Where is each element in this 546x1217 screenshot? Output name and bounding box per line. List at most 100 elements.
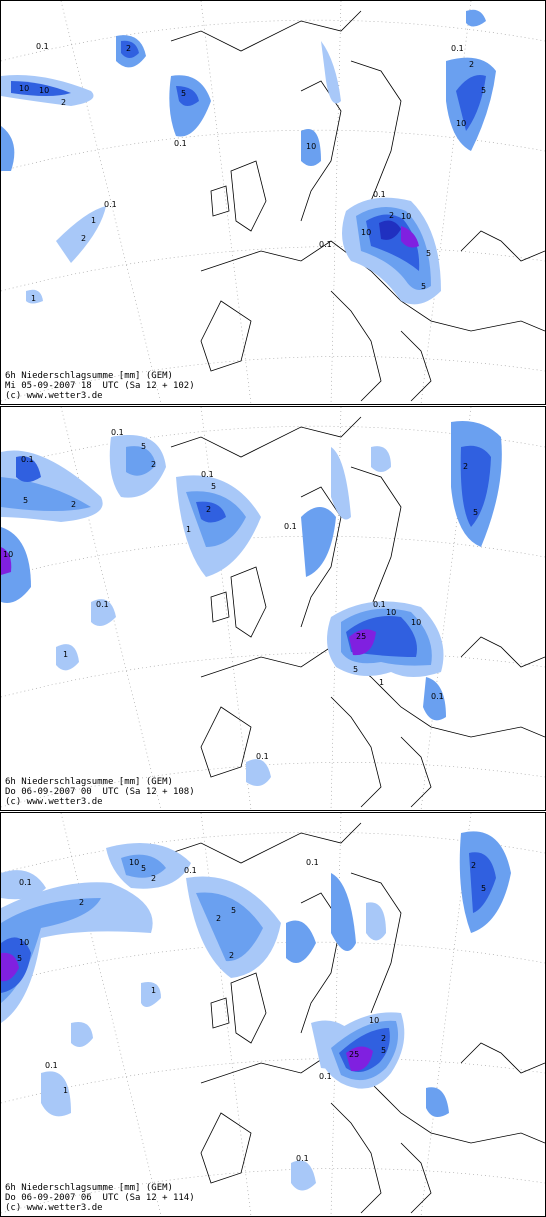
map-caption: 6h Niederschlagsumme [mm] (GEM) Mi 05-09…	[5, 371, 195, 401]
contour-label: 10	[39, 86, 49, 95]
contour-label: 0.1	[373, 600, 386, 609]
contour-label: 5	[473, 508, 478, 517]
contour-label: 10	[129, 858, 139, 867]
contour-label: 25	[349, 1050, 359, 1059]
coastlines	[170, 10, 545, 402]
contour-label: 2	[126, 44, 131, 53]
contour-label: 5	[141, 442, 146, 451]
contour-label: 0.1	[451, 44, 464, 53]
contour-label: 5	[421, 282, 426, 291]
contour-label: 10	[369, 1016, 379, 1025]
lat-lon-grid	[1, 813, 545, 1216]
contour-labels: 0.1 2 10 10 2 5 0.1 10 0.1 2 5 10 0.1 2 …	[19, 42, 486, 303]
contour-label: 10	[386, 608, 396, 617]
contour-label: 0.1	[174, 139, 187, 148]
contour-label: 5	[481, 884, 486, 893]
contour-label: 10	[306, 142, 316, 151]
contour-label: 0.1	[319, 1072, 332, 1081]
contour-label: 0.1	[319, 240, 332, 249]
contour-label: 10	[411, 618, 421, 627]
contour-label: 1	[31, 294, 36, 303]
valid-time: Mi 05-09-2007 18 UTC (Sa 12 + 102)	[5, 381, 195, 391]
contour-label: 0.1	[21, 455, 34, 464]
contour-label: 2	[151, 874, 156, 883]
precipitation-map-2: 0.1 5 2 10 0.1 5 2 0.1 1 5 2 0.1 2 5 0.1…	[1, 407, 545, 810]
contour-label: 5	[23, 496, 28, 505]
contour-label: 1	[186, 525, 191, 534]
contour-label: 2	[216, 914, 221, 923]
contour-label: 0.1	[284, 522, 297, 531]
contour-label: 2	[471, 861, 476, 870]
contour-label: 2	[229, 951, 234, 960]
contour-label: 1	[63, 1086, 68, 1095]
contour-label: 0.1	[36, 42, 49, 51]
contour-label: 0.1	[45, 1061, 58, 1070]
contour-label: 10	[401, 212, 411, 221]
contour-label: 1	[151, 986, 156, 995]
contour-label: 5	[231, 906, 236, 915]
contour-label: 2	[469, 60, 474, 69]
contour-label: 25	[356, 632, 366, 641]
map-title: 6h Niederschlagsumme [mm] (GEM)	[5, 777, 173, 787]
contour-label: 5	[141, 864, 146, 873]
copyright: (c) www.wetter3.de	[5, 391, 103, 401]
contour-label: 0.1	[431, 692, 444, 701]
contour-labels: 0.1 10 2 5 10 5 2 0.1 5 2 2 5 2 0.1 2 1 0…	[17, 858, 486, 1163]
contour-label: 0.1	[96, 600, 109, 609]
contour-label: 2	[381, 1034, 386, 1043]
contour-label: 2	[81, 234, 86, 243]
contour-label: 10	[19, 84, 29, 93]
contour-labels: 0.1 5 2 10 0.1 5 2 0.1 1 5 2 0.1 2 5 0.1…	[3, 428, 478, 761]
valid-time: Do 06-09-2007 00 UTC (Sa 12 + 108)	[5, 787, 195, 797]
copyright: (c) www.wetter3.de	[5, 797, 103, 807]
contour-label: 0.1	[19, 878, 32, 887]
contour-label: 2	[463, 462, 468, 471]
forecast-panel-1: 0.1 2 10 10 2 5 0.1 10 0.1 2 5 10 0.1 2 …	[0, 0, 546, 405]
contour-label: 5	[181, 89, 186, 98]
contour-label: 2	[389, 211, 394, 220]
contour-label: 1	[379, 678, 384, 687]
precip-areas	[1, 831, 511, 1191]
contour-label: 1	[63, 650, 68, 659]
contour-label: 1	[91, 216, 96, 225]
coastlines	[170, 416, 545, 808]
contour-label: 5	[381, 1046, 386, 1055]
contour-label: 5	[17, 954, 22, 963]
contour-label: 0.1	[256, 752, 269, 761]
contour-label: 0.1	[104, 200, 117, 209]
coastlines	[170, 822, 545, 1214]
valid-time: Do 06-09-2007 06 UTC (Sa 12 + 114)	[5, 1193, 195, 1203]
contour-label: 2	[151, 460, 156, 469]
contour-label: 5	[353, 665, 358, 674]
contour-label: 0.1	[111, 428, 124, 437]
contour-label: 2	[71, 500, 76, 509]
contour-label: 10	[456, 119, 466, 128]
contour-label: 0.1	[184, 866, 197, 875]
contour-label: 0.1	[373, 190, 386, 199]
map-caption: 6h Niederschlagsumme [mm] (GEM) Do 06-09…	[5, 1183, 195, 1213]
map-caption: 6h Niederschlagsumme [mm] (GEM) Do 06-09…	[5, 777, 195, 807]
contour-label: 10	[361, 228, 371, 237]
precipitation-map-3: 0.1 10 2 5 10 5 2 0.1 5 2 2 5 2 0.1 2 1 0…	[1, 813, 545, 1216]
lat-lon-grid	[1, 407, 545, 810]
precip-areas	[1, 9, 496, 305]
lat-lon-grid	[1, 1, 545, 404]
precipitation-map-1: 0.1 2 10 10 2 5 0.1 10 0.1 2 5 10 0.1 2 …	[1, 1, 545, 404]
contour-label: 0.1	[201, 470, 214, 479]
map-title: 6h Niederschlagsumme [mm] (GEM)	[5, 1183, 173, 1193]
precip-areas	[1, 421, 502, 786]
copyright: (c) www.wetter3.de	[5, 1203, 103, 1213]
forecast-panel-2: 0.1 5 2 10 0.1 5 2 0.1 1 5 2 0.1 2 5 0.1…	[0, 406, 546, 811]
contour-label: 0.1	[306, 858, 319, 867]
contour-label: 10	[3, 550, 13, 559]
contour-label: 2	[79, 898, 84, 907]
contour-label: 0.1	[296, 1154, 309, 1163]
contour-label: 2	[206, 505, 211, 514]
forecast-panel-3: 0.1 10 2 5 10 5 2 0.1 5 2 2 5 2 0.1 2 1 0…	[0, 812, 546, 1217]
map-title: 6h Niederschlagsumme [mm] (GEM)	[5, 371, 173, 381]
contour-label: 5	[426, 249, 431, 258]
contour-label: 2	[61, 98, 66, 107]
contour-label: 5	[481, 86, 486, 95]
contour-label: 5	[211, 482, 216, 491]
